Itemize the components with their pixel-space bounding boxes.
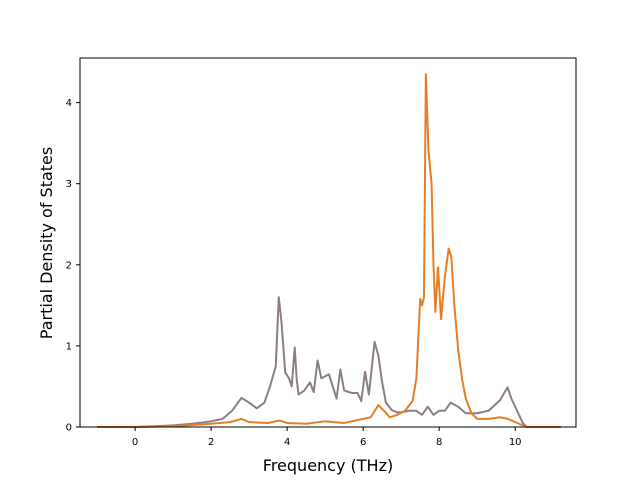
x-tick-label: 10 [509, 437, 522, 448]
y-tick-label: 3 [66, 179, 72, 190]
series-line-1 [97, 296, 561, 428]
x-tick-label: 6 [360, 437, 366, 448]
x-axis-label: Frequency (THz) [263, 456, 393, 475]
x-tick-label: 2 [208, 437, 214, 448]
x-tick-label: 8 [436, 437, 442, 448]
y-axis-label: Partial Density of States [37, 147, 56, 339]
axis-ticks: 0 2 4 6 8 10 0 1 2 3 4 [66, 98, 522, 448]
y-tick-label: 0 [66, 423, 72, 434]
series-line-2 [97, 73, 561, 428]
y-tick-label: 1 [66, 341, 72, 352]
plot-frame [79, 57, 577, 428]
x-tick-label: 4 [284, 437, 290, 448]
x-tick-label: 0 [132, 437, 138, 448]
y-tick-label: 2 [66, 260, 72, 271]
plot-area [79, 57, 577, 428]
y-tick-label: 4 [66, 98, 72, 109]
